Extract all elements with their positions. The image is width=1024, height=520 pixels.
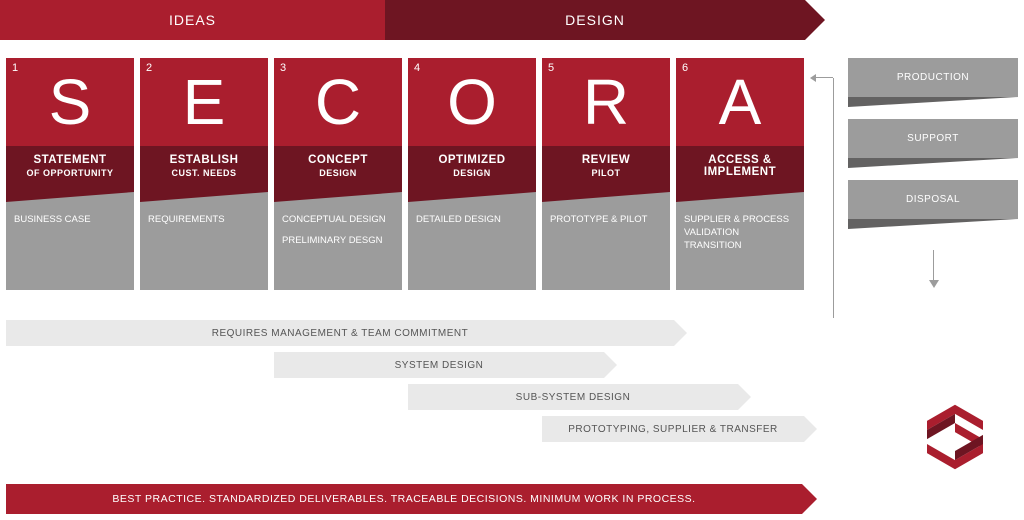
lifecycle-box: SUPPORT <box>848 119 1018 158</box>
stage-card-top: 4O <box>408 58 536 146</box>
stage-subtitle: DESIGN <box>278 168 398 178</box>
footer-text: BEST PRACTICE. STANDARDIZED DELIVERABLES… <box>112 493 695 505</box>
stage-card-top: 2E <box>140 58 268 146</box>
stage-card-r: 5RREVIEWPILOTPROTOTYPE & PILOT <box>542 58 670 290</box>
stage-body-line: SUPPLIER & PROCESS VALIDATION TRANSITION <box>684 214 796 252</box>
stage-card-bottom: SUPPLIER & PROCESS VALIDATION TRANSITION <box>676 192 804 290</box>
stage-card-mid: OPTIMIZED DESIGN <box>408 146 536 192</box>
stage-card-mid: ACCESS & IMPLEMENT <box>676 146 804 192</box>
stage-letter: E <box>183 65 226 139</box>
phase-ideas-label: IDEAS <box>169 12 216 28</box>
stage-letter: A <box>719 65 762 139</box>
stage-letter: O <box>447 65 497 139</box>
stage-letter: S <box>49 65 92 139</box>
phase-ideas-arrow: IDEAS <box>0 0 385 40</box>
stage-card-top: 1S <box>6 58 134 146</box>
stage-title: ACCESS & IMPLEMENT <box>680 154 800 178</box>
footer-principles-bar: BEST PRACTICE. STANDARDIZED DELIVERABLES… <box>6 484 802 514</box>
stage-number: 6 <box>682 62 688 74</box>
stage-body-line: BUSINESS CASE <box>14 214 126 227</box>
stage-card-c: 3CCONCEPTDESIGNCONCEPTUAL DESIGNPRELIMIN… <box>274 58 402 290</box>
stage-card-top: 6A <box>676 58 804 146</box>
stage-card-bottom: REQUIREMENTS <box>140 192 268 290</box>
stage-title: REVIEW <box>546 154 666 166</box>
lifecycle-column: PRODUCTION SUPPORT DISPOSAL <box>848 58 1018 241</box>
lifecycle-box: DISPOSAL <box>848 180 1018 219</box>
connector-line <box>815 77 833 78</box>
stage-card-a: 6AACCESS & IMPLEMENTSUPPLIER & PROCESS V… <box>676 58 804 290</box>
scope-band: SUB-SYSTEM DESIGN <box>408 384 738 410</box>
stage-body-line: DETAILED DESIGN <box>416 214 528 227</box>
scope-band: SYSTEM DESIGN <box>274 352 604 378</box>
stage-title: CONCEPT <box>278 154 398 166</box>
stage-letter: C <box>315 65 361 139</box>
stage-number: 1 <box>12 62 18 74</box>
secora-logo-icon <box>920 402 990 472</box>
stage-cards-row: 1SSTATEMENTOF OPPORTUNITYBUSINESS CASE2E… <box>6 58 804 290</box>
stage-card-bottom: PROTOTYPE & PILOT <box>542 192 670 290</box>
stage-body-line: REQUIREMENTS <box>148 214 260 227</box>
stage-card-mid: REVIEW PILOT <box>542 146 670 192</box>
stage-body-line: PRELIMINARY DESGN <box>282 235 394 248</box>
arrow-down-icon <box>929 280 939 288</box>
stage-card-mid: ESTABLISH CUST. NEEDS <box>140 146 268 192</box>
stage-letter: R <box>583 65 629 139</box>
stage-number: 4 <box>414 62 420 74</box>
scope-band: PROTOTYPING, SUPPLIER & TRANSFER <box>542 416 804 442</box>
scope-band: REQUIRES MANAGEMENT & TEAM COMMITMENT <box>6 320 674 346</box>
stage-subtitle: DESIGN <box>412 168 532 178</box>
stage-card-mid: CONCEPT DESIGN <box>274 146 402 192</box>
lifecycle-box: PRODUCTION <box>848 58 1018 97</box>
stage-card-top: 3C <box>274 58 402 146</box>
connector-line <box>933 250 934 280</box>
stage-card-bottom: CONCEPTUAL DESIGN PRELIMINARY DESGN <box>274 192 402 290</box>
stage-title: STATEMENT <box>10 154 130 166</box>
stage-title: OPTIMIZED <box>412 154 532 166</box>
stage-card-mid: STATEMENT OF OPPORTUNITY <box>6 146 134 192</box>
stage-subtitle: OF OPPORTUNITY <box>10 168 130 178</box>
stage-card-top: 5R <box>542 58 670 146</box>
phase-header: IDEAS DESIGN <box>0 0 820 40</box>
stage-subtitle: PILOT <box>546 168 666 178</box>
stage-card-s: 1SSTATEMENTOF OPPORTUNITYBUSINESS CASE <box>6 58 134 290</box>
stage-card-bottom: DETAILED DESIGN <box>408 192 536 290</box>
stage-number: 3 <box>280 62 286 74</box>
stage-number: 2 <box>146 62 152 74</box>
secora-diagram: IDEAS DESIGN 1SSTATEMENTOF OPPORTUNITYBU… <box>0 0 1024 520</box>
phase-design-arrow: DESIGN <box>385 0 805 40</box>
stage-body-line: PROTOTYPE & PILOT <box>550 214 662 227</box>
stage-subtitle: CUST. NEEDS <box>144 168 264 178</box>
stage-body-line: CONCEPTUAL DESIGN <box>282 214 394 227</box>
connector-line <box>833 78 834 318</box>
stage-number: 5 <box>548 62 554 74</box>
stage-card-o: 4OOPTIMIZEDDESIGNDETAILED DESIGN <box>408 58 536 290</box>
stage-card-bottom: BUSINESS CASE <box>6 192 134 290</box>
phase-design-label: DESIGN <box>565 12 625 28</box>
stage-card-e: 2EESTABLISHCUST. NEEDSREQUIREMENTS <box>140 58 268 290</box>
stage-title: ESTABLISH <box>144 154 264 166</box>
